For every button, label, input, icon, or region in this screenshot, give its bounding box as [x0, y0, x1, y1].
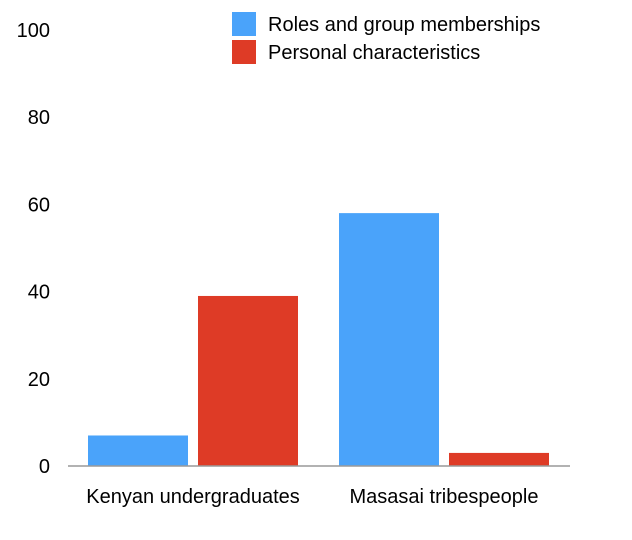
bar-2-series-2: [449, 452, 549, 466]
x-axis-category-labels: Kenyan undergraduates Masasai tribespeopl…: [86, 486, 538, 508]
category-label-1: Kenyan undergraduates: [86, 486, 300, 508]
legend-label-2: Personal characteristics: [268, 42, 480, 64]
category-label-2: Masasai tribespeople: [350, 486, 539, 508]
bar-1-series-1: [88, 435, 188, 466]
bar-1-series-2: [198, 295, 298, 466]
bars: [88, 213, 549, 466]
legend-swatch-2: [232, 40, 256, 64]
legend: Roles and group memberships Personal char…: [232, 12, 540, 64]
legend-label-1: Roles and group memberships: [268, 14, 540, 36]
legend-swatch-1: [232, 12, 256, 36]
y-tick-label-0: 0: [39, 456, 50, 478]
y-tick-label-60: 60: [28, 194, 50, 216]
y-axis-ticks: 0 20 40 60 80 100: [17, 20, 50, 478]
y-tick-label-40: 40: [28, 282, 50, 304]
y-tick-label-100: 100: [17, 20, 50, 42]
bar-2-series-1: [339, 213, 439, 466]
y-tick-label-20: 20: [28, 369, 50, 391]
y-tick-label-80: 80: [28, 107, 50, 129]
